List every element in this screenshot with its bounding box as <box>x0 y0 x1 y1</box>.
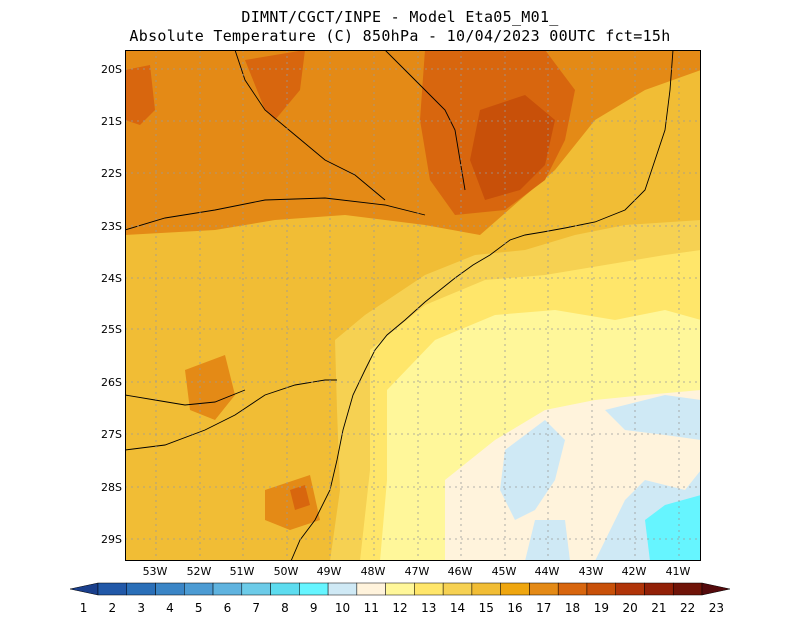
colorbar-cell <box>327 582 358 596</box>
colorbar-cell <box>126 582 156 596</box>
colorbar-label: 1 <box>79 601 88 615</box>
colorbar-cell <box>356 582 386 596</box>
colorbar-cell <box>672 582 703 596</box>
lat-label-25s: 25S <box>101 323 122 336</box>
colorbar-label: 16 <box>507 601 523 615</box>
colorbar-cell <box>184 582 214 596</box>
lon-label-51w: 51W <box>229 565 255 578</box>
lat-label-23s: 23S <box>101 220 122 233</box>
colorbar-cell <box>212 582 243 596</box>
lat-label-26s: 26S <box>101 376 122 389</box>
colorbar-label: 20 <box>622 601 638 615</box>
colorbar-cell <box>70 582 99 596</box>
colorbar-label: 23 <box>708 601 725 615</box>
lon-label-43w: 43W <box>578 565 604 578</box>
colorbar-cell <box>586 582 616 596</box>
lat-label-22s: 22S <box>101 167 122 180</box>
colorbar-cell <box>442 582 473 596</box>
colorbar-label: 10 <box>334 601 351 615</box>
lat-label-28s: 28S <box>101 481 122 494</box>
lon-label-50w: 50W <box>273 565 299 578</box>
colorbar-cells <box>70 582 730 596</box>
lat-lon-grid <box>125 50 701 561</box>
lat-label-27s: 27S <box>101 428 122 441</box>
lon-label-45w: 45W <box>491 565 517 578</box>
colorbar-label: 22 <box>679 601 696 615</box>
colorbar-label: 21 <box>651 601 667 615</box>
map-frame <box>125 50 701 561</box>
colorbar-label: 12 <box>392 601 408 615</box>
lat-label-21s: 21S <box>101 115 122 128</box>
temperature-map <box>125 50 701 561</box>
lat-label-24s: 24S <box>101 272 122 285</box>
colorbar-cell <box>299 582 329 596</box>
colorbar-cell <box>529 582 559 596</box>
colorbar-cell <box>615 582 645 596</box>
lon-label-48w: 48W <box>360 565 386 578</box>
lat-label-29s: 29S <box>101 533 122 546</box>
lon-label-49w: 49W <box>316 565 342 578</box>
lon-label-52w: 52W <box>186 565 212 578</box>
colorbar-cell <box>385 582 415 596</box>
colorbar-cell <box>97 582 128 596</box>
colorbar-cell <box>644 582 674 596</box>
lon-label-41w: 41W <box>665 565 691 578</box>
colorbar-label: 13 <box>421 601 437 615</box>
colorbar-label: 17 <box>536 601 552 615</box>
colorbar-label: 9 <box>309 601 318 615</box>
lon-label-53w: 53W <box>142 565 168 578</box>
colorbar-label: 6 <box>223 601 232 615</box>
colorbar-label: 18 <box>564 601 581 615</box>
title-line-1: DIMNT/CGCT/INPE - Model Eta05_M01_ <box>241 8 559 26</box>
colorbar-cell <box>414 582 444 596</box>
colorbar-cell <box>270 582 300 596</box>
colorbar-label: 8 <box>281 601 289 615</box>
colorbar-label: 7 <box>252 601 260 615</box>
colorbar-cell <box>557 582 588 596</box>
colorbar-cell <box>471 582 501 596</box>
colorbar-label: 14 <box>449 601 466 615</box>
lon-label-47w: 47W <box>404 565 430 578</box>
colorbar-cell <box>500 582 530 596</box>
colorbar-label: 2 <box>108 601 117 615</box>
colorbar-cell <box>155 582 185 596</box>
colorbar-label: 4 <box>166 601 174 615</box>
lon-label-44w: 44W <box>534 565 560 578</box>
lon-label-42w: 42W <box>621 565 647 578</box>
colorbar <box>70 582 730 596</box>
colorbar-cell <box>241 582 271 596</box>
temperature-field <box>125 50 701 561</box>
colorbar-label: 11 <box>363 601 379 615</box>
colorbar-label: 15 <box>478 601 494 615</box>
lat-label-20s: 20S <box>101 63 122 76</box>
colorbar-cell <box>701 582 730 596</box>
title-line-2: Absolute Temperature (C) 850hPa - 10/04/… <box>129 27 671 45</box>
colorbar-label: 5 <box>194 601 203 615</box>
colorbar-label: 19 <box>593 601 609 615</box>
lon-label-46w: 46W <box>447 565 473 578</box>
colorbar-label: 3 <box>137 601 145 615</box>
